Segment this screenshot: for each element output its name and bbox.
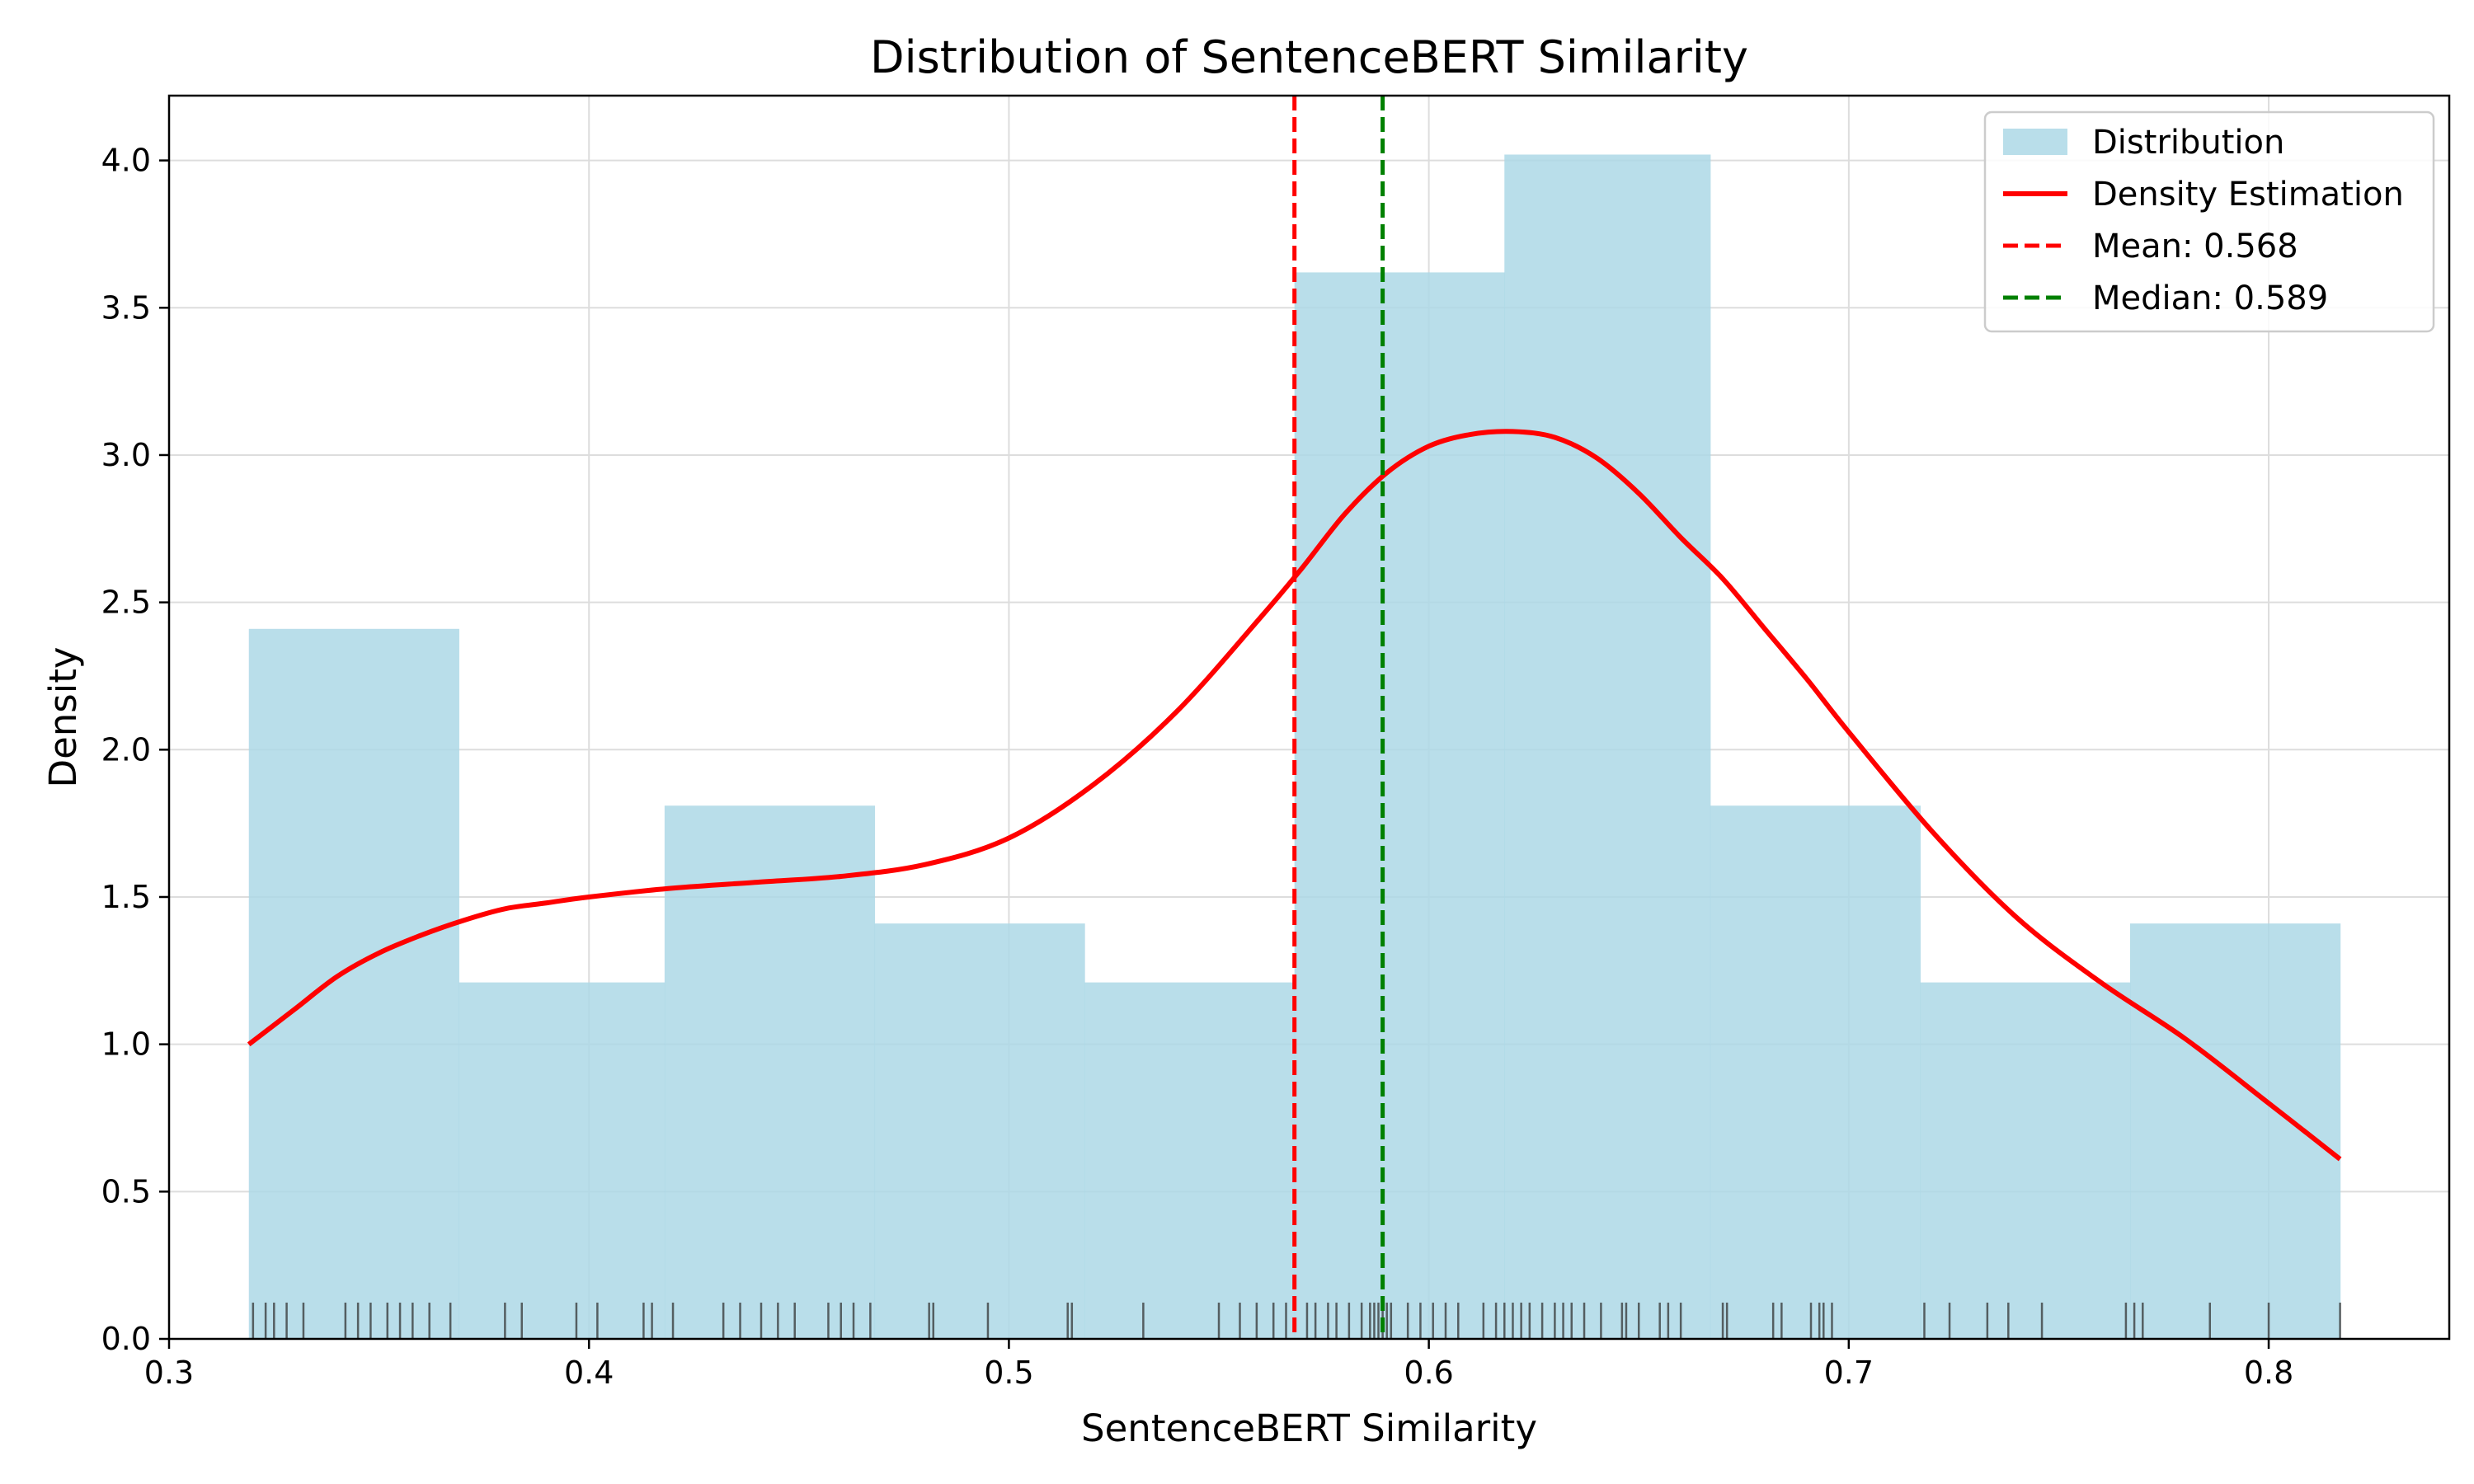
density-curve	[247, 429, 2342, 1162]
legend-box	[1983, 110, 2435, 333]
x-tick-label-1: 0.4	[564, 1355, 614, 1391]
legend-swatch-distribution	[2003, 129, 2067, 155]
histogram-bar-6	[1504, 154, 1711, 1339]
histogram-bar-4	[1084, 982, 1296, 1339]
y-tick-label-8: 4.0	[101, 143, 151, 179]
y-tick-label-1: 0.5	[101, 1173, 151, 1209]
histogram-bar-1	[459, 982, 666, 1339]
histogram-bar-3	[874, 923, 1085, 1339]
legend: Distribution Density Estimation Mean: 0.56…	[1983, 110, 2435, 333]
histogram-bar-7	[1710, 805, 1921, 1339]
x-tick-label-3: 0.6	[1404, 1355, 1453, 1391]
legend-label-0: Distribution	[2092, 124, 2284, 162]
histogram-bar-2	[664, 805, 876, 1339]
histogram-bar-5	[1294, 272, 1505, 1339]
y-tick-label-7: 3.5	[101, 289, 151, 326]
histogram-bars	[248, 154, 2341, 1339]
histogram-bar-9	[2130, 923, 2341, 1339]
histogram-bar-8	[1920, 982, 2131, 1339]
x-axis-ticks: 0.3 0.4 0.5 0.6 0.7 0.8	[144, 1339, 2293, 1391]
histogram-bar-0	[248, 628, 459, 1339]
y-tick-label-0: 0.0	[101, 1321, 151, 1357]
y-tick-label-4: 2.0	[101, 731, 151, 768]
y-tick-label-2: 1.0	[101, 1026, 151, 1063]
rug-marks	[252, 1303, 2341, 1339]
y-tick-label-5: 2.5	[101, 585, 151, 621]
y-tick-label-6: 3.0	[101, 437, 151, 473]
x-axis-label: SentenceBERT Similarity	[1081, 1407, 1537, 1450]
legend-label-3: Median: 0.589	[2092, 279, 2328, 317]
legend-label-2: Mean: 0.568	[2092, 228, 2298, 265]
x-tick-label-2: 0.5	[984, 1355, 1033, 1391]
x-tick-label-5: 0.8	[2244, 1355, 2293, 1391]
y-tick-label-3: 1.5	[101, 879, 151, 915]
x-tick-label-4: 0.7	[1824, 1355, 1874, 1391]
x-tick-label-0: 0.3	[144, 1355, 194, 1391]
y-axis-label: Density	[41, 646, 85, 787]
plot-frame	[167, 94, 2451, 1341]
chart-title: Distribution of SentenceBERT Similarity	[870, 31, 1748, 83]
legend-label-1: Density Estimation	[2092, 176, 2404, 214]
y-axis-ticks: 0.0 0.5 1.0 1.5 2.0 2.5 3.0 3.5 4.0	[101, 143, 169, 1357]
